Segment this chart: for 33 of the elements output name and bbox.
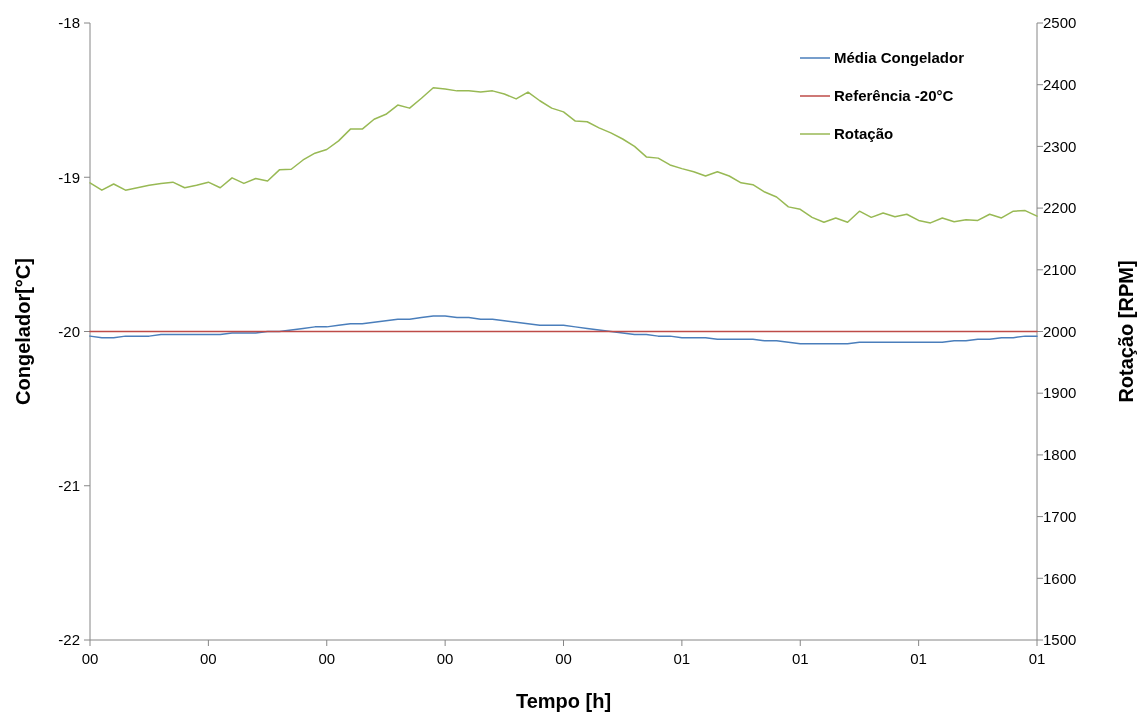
y-tick-label: -22	[58, 631, 80, 649]
y2-tick-label: 1600	[1043, 569, 1077, 587]
y2-tick-label: 2200	[1043, 199, 1077, 217]
x-tick-label: 00	[555, 650, 572, 667]
y2-tick-label: 1700	[1043, 507, 1077, 525]
x-axis-title: Tempo [h]	[515, 690, 612, 712]
y-tick-label: -20	[58, 322, 80, 340]
legend-label: Referência -20°C	[834, 87, 954, 105]
y2-tick-label: 1500	[1043, 631, 1077, 649]
y-tick-label: -19	[58, 168, 80, 186]
legend-label: Média Congelador	[834, 49, 965, 67]
x-tick-label: 01	[791, 650, 809, 667]
y-tick-label: -21	[58, 477, 80, 494]
line-series	[89, 315, 1038, 345]
y2-tick-label: 1900	[1043, 384, 1077, 402]
x-tick-label: 01	[910, 650, 927, 667]
y2-tick-label: 2400	[1043, 75, 1077, 93]
x-tick-label: 00	[81, 650, 99, 667]
y2-axis-title: Rotação [RPM]	[1115, 260, 1137, 403]
y2-tick-label: 2100	[1043, 261, 1077, 279]
y2-tick-label: 2000	[1043, 322, 1077, 340]
x-tick-label: 00	[200, 650, 217, 667]
line-series	[89, 87, 1038, 224]
y-axis-title: Congelador[°C]	[12, 258, 34, 405]
y2-tick-label: 2300	[1043, 137, 1077, 155]
x-tick-label: 00	[436, 650, 454, 667]
x-tick-label: 01	[1028, 650, 1046, 667]
y-tick-label: -18	[58, 14, 80, 32]
y2-tick-label: 1800	[1043, 446, 1077, 464]
y2-tick-label: 2500	[1043, 14, 1077, 32]
x-tick-label: 01	[673, 650, 691, 667]
legend-label: Rotação	[834, 125, 894, 143]
x-tick-label: 00	[318, 650, 336, 667]
